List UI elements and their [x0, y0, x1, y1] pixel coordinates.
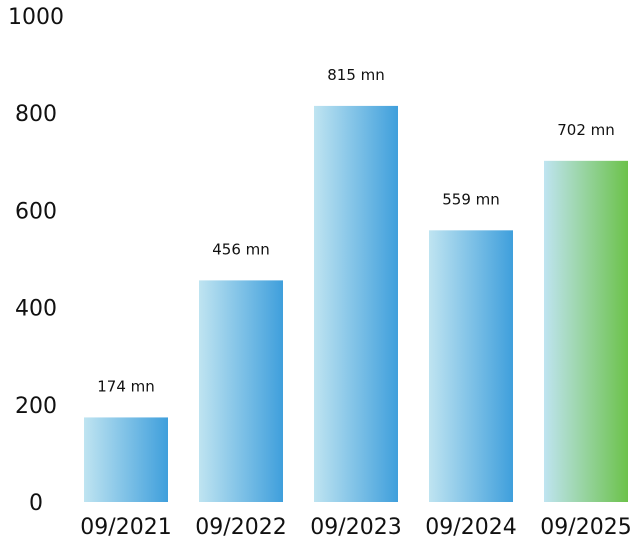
- y-tick-label: 1000: [8, 5, 64, 30]
- y-tick-label: 600: [15, 199, 57, 224]
- bar: [429, 230, 513, 503]
- bars: [84, 105, 628, 503]
- y-axis: 0 200 400 600 800 1000: [8, 5, 64, 516]
- y-tick-label: 400: [15, 297, 57, 322]
- x-tick-label: 09/2022: [195, 515, 286, 540]
- y-tick-label: 0: [29, 491, 43, 516]
- data-label: 559 mn: [442, 190, 500, 208]
- x-tick-label: 09/2021: [80, 515, 171, 540]
- data-labels: 174 mn 456 mn 815 mn 559 mn 702 mn: [97, 66, 615, 396]
- bar: [544, 160, 628, 502]
- y-tick-label: 800: [15, 102, 57, 127]
- bar: [314, 105, 398, 502]
- data-label: 815 mn: [327, 66, 385, 84]
- x-tick-label: 09/2024: [425, 515, 516, 540]
- data-label: 174 mn: [97, 377, 155, 395]
- data-label: 702 mn: [557, 121, 615, 139]
- bar: [84, 417, 168, 502]
- x-tick-label: 09/2023: [310, 515, 401, 540]
- y-tick-label: 200: [15, 394, 57, 419]
- bar: [199, 280, 283, 502]
- data-label: 456 mn: [212, 240, 270, 258]
- x-axis: 09/2021 09/2022 09/2023 09/2024 09/2025: [80, 515, 631, 540]
- x-tick-label: 09/2025: [540, 515, 631, 540]
